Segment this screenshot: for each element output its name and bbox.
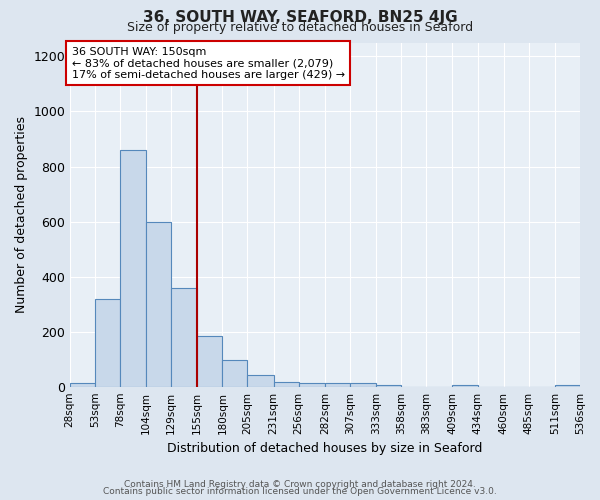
Bar xyxy=(350,383,376,388)
Bar xyxy=(223,360,247,388)
Bar xyxy=(171,288,197,388)
Bar xyxy=(95,299,120,388)
Bar xyxy=(70,383,95,388)
Bar xyxy=(299,383,325,388)
Bar xyxy=(120,150,146,388)
Bar xyxy=(452,384,478,388)
Text: 36, SOUTH WAY, SEAFORD, BN25 4JG: 36, SOUTH WAY, SEAFORD, BN25 4JG xyxy=(143,10,457,25)
Bar xyxy=(197,336,223,388)
Text: Size of property relative to detached houses in Seaford: Size of property relative to detached ho… xyxy=(127,22,473,35)
Y-axis label: Number of detached properties: Number of detached properties xyxy=(15,116,28,314)
Bar xyxy=(555,384,580,388)
Text: Contains public sector information licensed under the Open Government Licence v3: Contains public sector information licen… xyxy=(103,488,497,496)
X-axis label: Distribution of detached houses by size in Seaford: Distribution of detached houses by size … xyxy=(167,442,482,455)
Text: 36 SOUTH WAY: 150sqm
← 83% of detached houses are smaller (2,079)
17% of semi-de: 36 SOUTH WAY: 150sqm ← 83% of detached h… xyxy=(71,46,345,80)
Text: Contains HM Land Registry data © Crown copyright and database right 2024.: Contains HM Land Registry data © Crown c… xyxy=(124,480,476,489)
Bar xyxy=(146,222,171,388)
Bar xyxy=(376,384,401,388)
Bar xyxy=(325,383,350,388)
Bar xyxy=(247,375,274,388)
Bar xyxy=(274,382,299,388)
